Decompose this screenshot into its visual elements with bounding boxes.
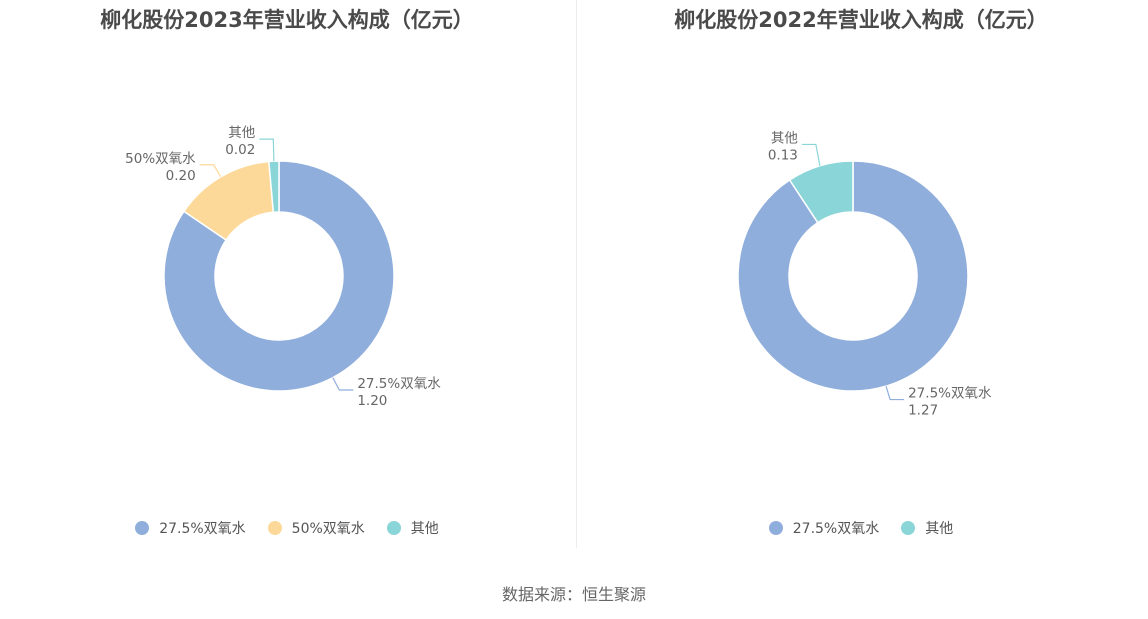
legend-item-1-1[interactable]: 其他 xyxy=(901,518,953,538)
legend-label: 50%双氧水 xyxy=(291,521,365,537)
slice-value-1-1: 0.13 xyxy=(768,147,798,163)
legend-label: 其他 xyxy=(410,521,439,537)
donut-slice-0-2 xyxy=(268,160,280,214)
leader-line-0-2 xyxy=(259,138,275,162)
chart-panel-2022: 柳化股份2022年营业收入构成（亿元） 27.5%双氧水 1.27 其他 0.13 2… xyxy=(574,0,1148,555)
leader-line-1-0 xyxy=(885,385,905,401)
legend-2023: 27.5%双氧水 50%双氧水 其他 xyxy=(0,518,574,538)
legend-label: 27.5%双氧水 xyxy=(792,521,880,537)
legend-dot-icon xyxy=(901,521,916,535)
slice-value-1-0: 1.27 xyxy=(908,403,938,419)
legend-2022: 27.5%双氧水 其他 xyxy=(574,518,1148,538)
slice-value-0-0: 1.20 xyxy=(357,393,387,409)
slice-label-1-0: 27.5%双氧水 xyxy=(908,386,992,402)
leader-line-1-1 xyxy=(801,143,821,166)
chart-title-2022: 柳化股份2022年营业收入构成（亿元） xyxy=(674,8,1048,32)
slice-label-1-1: 其他 xyxy=(771,130,798,146)
leader-line-0-1 xyxy=(199,164,222,178)
legend-label: 其他 xyxy=(925,521,954,537)
legend-item-1-0[interactable]: 27.5%双氧水 xyxy=(768,518,880,538)
donut-slice-1-1 xyxy=(788,160,854,224)
donut-slice-0-0 xyxy=(163,160,395,392)
leader-line-0-0 xyxy=(332,377,354,391)
legend-dot-icon xyxy=(768,521,783,535)
slice-value-0-2: 0.02 xyxy=(225,142,255,158)
legend-dot-icon xyxy=(386,521,401,535)
legend-item-0-2[interactable]: 其他 xyxy=(386,518,439,538)
legend-item-0-0[interactable]: 27.5%双氧水 xyxy=(135,518,246,538)
legend-dot-icon xyxy=(135,521,150,535)
chart-panel-2023: 柳化股份2023年营业收入构成（亿元） 27.5%双氧水 1.20 50%双氧水 0.… xyxy=(0,0,574,555)
panel-divider xyxy=(576,0,577,548)
chart-title-2023: 柳化股份2023年营业收入构成（亿元） xyxy=(100,8,474,32)
legend-label: 27.5%双氧水 xyxy=(159,521,246,537)
data-source-note: 数据来源：恒生聚源 xyxy=(501,585,646,604)
slice-label-0-2: 其他 xyxy=(228,125,255,141)
slice-label-0-1: 50%双氧水 xyxy=(125,151,196,167)
slice-label-0-0: 27.5%双氧水 xyxy=(357,376,441,392)
legend-item-0-1[interactable]: 50%双氧水 xyxy=(267,518,365,538)
slice-value-0-1: 0.20 xyxy=(166,168,196,184)
legend-dot-icon xyxy=(267,521,282,535)
donut-slice-1-0 xyxy=(737,160,969,392)
